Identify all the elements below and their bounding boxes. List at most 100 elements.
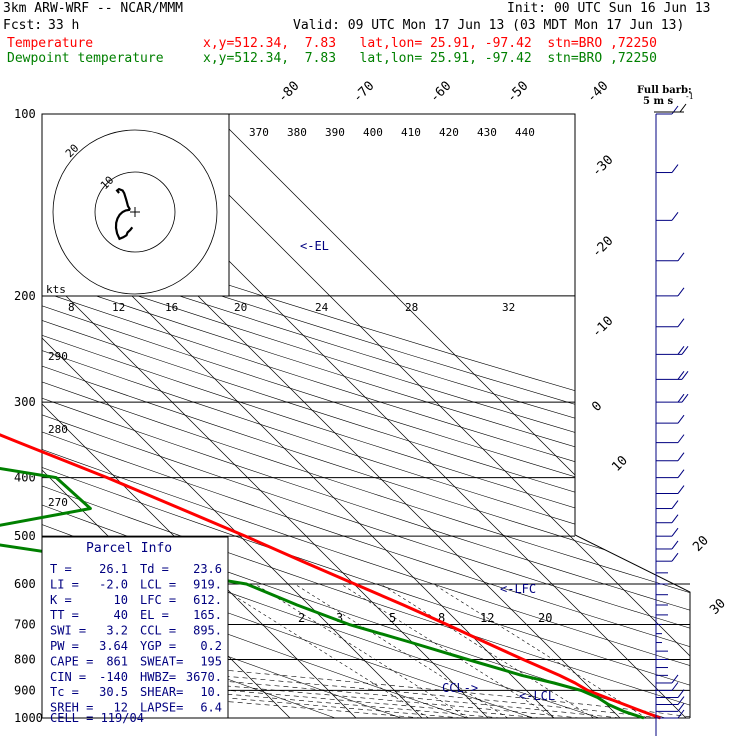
model-title: 3km ARW-WRF -- NCAR/MMM	[3, 1, 184, 16]
dry-adiabat	[42, 114, 690, 718]
hodograph-speed-label: 8	[68, 301, 75, 314]
ccl-marker: CCL->	[442, 681, 478, 695]
temperature-point	[445, 623, 448, 626]
parcel-value: 195	[200, 654, 222, 668]
full-barb-sample	[679, 103, 687, 113]
parcel-value: 23.6	[193, 562, 222, 576]
temperature-point	[179, 507, 181, 510]
dry-adiabat	[42, 114, 690, 718]
parcel-value: 3670.	[186, 670, 222, 684]
dry-adiabat	[42, 114, 690, 718]
moist-adiabat	[42, 295, 690, 718]
wind-barb-flag	[677, 709, 685, 719]
dry-adiabat	[42, 114, 690, 718]
hodograph-speed-label: 32	[502, 301, 515, 314]
dry-adiabat	[42, 114, 690, 718]
temperature-point	[574, 682, 576, 684]
isotherm-label: 0	[589, 399, 605, 415]
parcel-value: -140	[99, 670, 128, 684]
dewpoint-point	[55, 476, 57, 479]
temperature-point	[485, 641, 487, 644]
dewpoint-location: x,y=512.34, 7.83 lat,lon= 25.91, -97.42 …	[203, 51, 657, 66]
parcel-label: LAPSE=	[140, 701, 183, 715]
dewpoint-point	[607, 703, 610, 706]
dewpoint-point	[643, 717, 645, 719]
parcel-value: 895.	[193, 624, 222, 638]
parcel-value: 6.4	[200, 701, 222, 715]
hodograph-box	[41, 113, 230, 297]
temperature-point	[301, 560, 303, 562]
dry-adiabat	[42, 114, 690, 718]
wind-barb-flag	[677, 469, 685, 478]
parcel-value: 12	[114, 701, 128, 715]
wind-barb-flag	[677, 287, 685, 297]
theta-label: 410	[401, 126, 421, 139]
wind-barb-flag	[681, 371, 689, 380]
parcel-info-title: Parcel Info	[86, 541, 172, 556]
theta-label: 370	[249, 126, 269, 139]
dewpoint-legend-label: Dewpoint temperature	[7, 51, 164, 66]
pressure-tick-label: 300	[14, 395, 36, 409]
wind-barb-flag	[677, 689, 685, 698]
wind-barb-flag	[671, 514, 679, 524]
full-barb-value: 5 m s	[643, 96, 674, 107]
temperature-trace	[0, 433, 661, 720]
parcel-value: -2.0	[99, 577, 128, 591]
temperature-point	[586, 689, 589, 692]
parcel-label: TT =	[50, 608, 79, 622]
pressure-tick-label: 500	[14, 529, 36, 543]
dewpoint-point	[348, 623, 350, 626]
parcel-label: T =	[50, 562, 72, 576]
mixing-ratio-label: 2	[298, 611, 305, 625]
mixing-ratio-label: 5	[389, 611, 396, 625]
full-barb-label: Full barb:	[637, 85, 692, 96]
temperature-point	[402, 604, 405, 606]
isotherm-line	[213, 114, 690, 718]
wind-barb-flag	[677, 703, 685, 712]
temperature-point	[18, 441, 21, 444]
temperature-point	[641, 710, 644, 713]
temperature-point	[522, 658, 524, 661]
parcel-value: 165.	[193, 608, 222, 622]
parcel-value: 26.1	[99, 562, 128, 576]
dewpoint-point	[623, 710, 625, 713]
dewpoint-point	[521, 674, 523, 677]
isotherm-label: 20	[690, 533, 712, 555]
dewpoint-point	[296, 604, 298, 606]
pressure-tick-label: 200	[14, 289, 36, 303]
theta-label: 440	[515, 126, 535, 139]
isotherm-label: -70	[350, 79, 377, 106]
isotherm-label: -40	[584, 79, 611, 106]
temperature-point	[244, 535, 247, 537]
parcel-label: LFC =	[140, 593, 176, 607]
dewpoint-point	[89, 507, 92, 510]
temperature-legend-label: Temperature	[7, 36, 94, 51]
wind-barb-flag	[681, 393, 689, 403]
parcel-value: 30.5	[99, 685, 128, 699]
mixing-ratio-label: 20	[538, 611, 552, 625]
parcel-value: 10	[114, 593, 128, 607]
parcel-label: Tc =	[50, 685, 79, 699]
parcel-label: SWI =	[50, 624, 86, 638]
dry-adiabat	[42, 114, 690, 718]
parcel-value: 3.2	[106, 624, 128, 638]
wind-barb-flag	[677, 434, 685, 443]
parcel-label: SHEAR=	[140, 685, 183, 699]
lcl-marker: <-LCL	[519, 689, 555, 703]
wind-barb-flag	[671, 500, 679, 509]
dry-adiabat	[42, 114, 468, 718]
isotherm-label: 30	[707, 596, 729, 618]
mixing-ratio-label: 8	[438, 611, 445, 625]
wind-barb-flag	[677, 252, 685, 262]
wind-barb-flag	[677, 696, 685, 705]
parcel-label: K =	[50, 593, 72, 607]
forecast-hour: 33 h	[48, 18, 80, 33]
parcel-label: YGP =	[140, 639, 176, 653]
parcel-value: 40	[114, 608, 128, 622]
isotherm-label: -80	[275, 79, 302, 106]
hodograph-ring-inner	[94, 171, 176, 253]
wind-barb-flag	[671, 674, 679, 684]
temperature-point	[605, 696, 607, 699]
forecast-label: Fcst:	[3, 18, 43, 33]
dewpoint-point	[553, 682, 555, 684]
